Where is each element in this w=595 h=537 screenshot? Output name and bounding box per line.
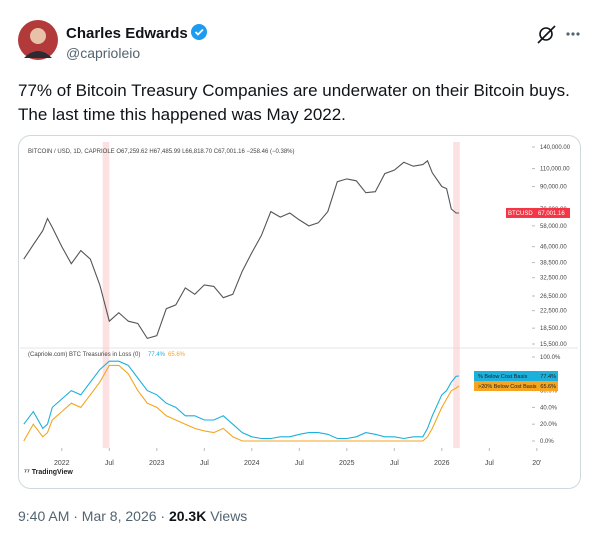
timestamp: 9:40 AM · Mar 8, 2026 · [18, 508, 169, 524]
y-tick-label: 40.0% [540, 405, 558, 411]
views-label: Views [206, 508, 247, 524]
post-meta: 9:40 AM · Mar 8, 2026 · 20.3K Views [18, 508, 247, 524]
y-tick-label: 38,500.00 [540, 261, 567, 267]
views-count: 20.3K [169, 508, 206, 524]
price-tag-value: 67,001.16 [538, 211, 565, 217]
legend-tag [474, 381, 558, 391]
x-tick-label: Jul [390, 460, 399, 467]
y-tick-label: 20.0% [540, 422, 558, 428]
avatar-face [30, 28, 46, 44]
legend-value: 77.4% [540, 374, 556, 380]
x-tick-label: Jul [485, 460, 494, 467]
x-tick-label: Jul [105, 460, 114, 467]
series-line [23, 360, 459, 440]
x-tick-label: 20' [532, 460, 541, 467]
series-line [23, 159, 459, 340]
chart-title: (Capriole.com) BTC Treasuries in Loss (0… [28, 352, 140, 358]
series-line [23, 364, 460, 442]
more-icon[interactable] [566, 32, 580, 36]
x-tick-label: Jul [295, 460, 304, 467]
verified-badge [191, 24, 207, 40]
watermark-text: TradingView [32, 469, 74, 476]
media-frame[interactable] [18, 135, 581, 489]
legend-label: % Below Cost Basis [478, 374, 527, 380]
highlight-band [102, 142, 110, 448]
legend-tag [474, 371, 558, 381]
y-tick-label: 60.0% [540, 389, 558, 395]
avatar-body [24, 51, 52, 58]
header-value: 65.6% [168, 352, 186, 358]
y-tick-label: 90,000.00 [540, 185, 567, 191]
legend-value: 65.6% [540, 384, 556, 390]
chart-title: BITCOIN / USD, 1D, CAPRIOLE O67,259.62 H… [28, 149, 295, 155]
author-handle[interactable]: @caprioleio [66, 45, 140, 61]
author-name[interactable]: Charles Edwards [66, 25, 188, 42]
y-tick-label: 18,500.00 [540, 326, 567, 332]
legend-label: >20% Below Cost Basis [478, 384, 537, 390]
y-tick-label: 22,500.00 [540, 309, 567, 315]
post-text: 77% of Bitcoin Treasury Companies are un… [18, 81, 570, 100]
y-tick-label: 100.0% [540, 355, 561, 361]
grok-icon[interactable] [537, 25, 556, 44]
x-tick-label: 2022 [54, 460, 70, 467]
y-tick-label: 0.0% [540, 439, 554, 445]
y-tick-label: 140,000.00 [540, 145, 571, 151]
y-tick-label: 32,500.00 [540, 276, 567, 282]
y-tick-label: 110,000.00 [540, 167, 570, 173]
x-tick-label: 2026 [434, 460, 450, 467]
price-tag [506, 207, 570, 218]
header-value: 77.4% [148, 352, 166, 358]
x-tick-label: 2024 [244, 460, 260, 467]
y-tick-label: 15,500.00 [540, 342, 567, 348]
x-tick-label: Jul [200, 460, 209, 467]
x-tick-label: 2025 [339, 460, 355, 467]
price-tag-name: BTCUSD [508, 211, 533, 217]
y-tick-label: 26,500.00 [540, 294, 567, 300]
y-tick-label: 58,000.00 [540, 224, 567, 230]
watermark: ⁷⁷ TradingView [24, 469, 73, 476]
y-tick-label: 46,000.00 [540, 245, 567, 251]
highlight-band [453, 142, 460, 448]
x-tick-label: 2023 [149, 460, 165, 467]
post-text: The last time this happened was May 2022… [18, 105, 346, 124]
